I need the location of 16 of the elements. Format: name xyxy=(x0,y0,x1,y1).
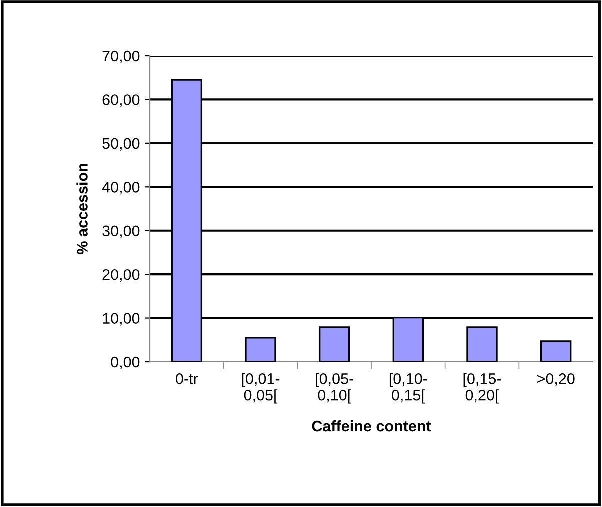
x-tick-label: [0,05- 0,10[ xyxy=(316,373,354,404)
y-tick-label: 70,00 xyxy=(102,50,140,64)
x-tick-label: [0,01- 0,05[ xyxy=(242,373,280,404)
y-tick-label: 40,00 xyxy=(102,182,140,195)
y-tick-label: 0,00 xyxy=(111,356,140,370)
x-tick-label: 0-tr xyxy=(176,374,198,384)
x-axis-title: Caffeine content xyxy=(312,420,432,432)
y-tick-label: 30,00 xyxy=(102,226,140,238)
y-axis-title: % accession xyxy=(76,164,88,254)
y-tick-label: 60,00 xyxy=(102,94,140,108)
x-tick-label: >0,20 xyxy=(538,374,575,386)
x-tick-label: [0,10- 0,15[ xyxy=(390,373,428,404)
x-tick-label: [0,15- 0,20[ xyxy=(464,373,502,404)
y-tick-label: 10,00 xyxy=(103,313,140,326)
y-tick-label: 20,00 xyxy=(102,269,140,282)
y-tick-label: 50,00 xyxy=(102,138,140,151)
